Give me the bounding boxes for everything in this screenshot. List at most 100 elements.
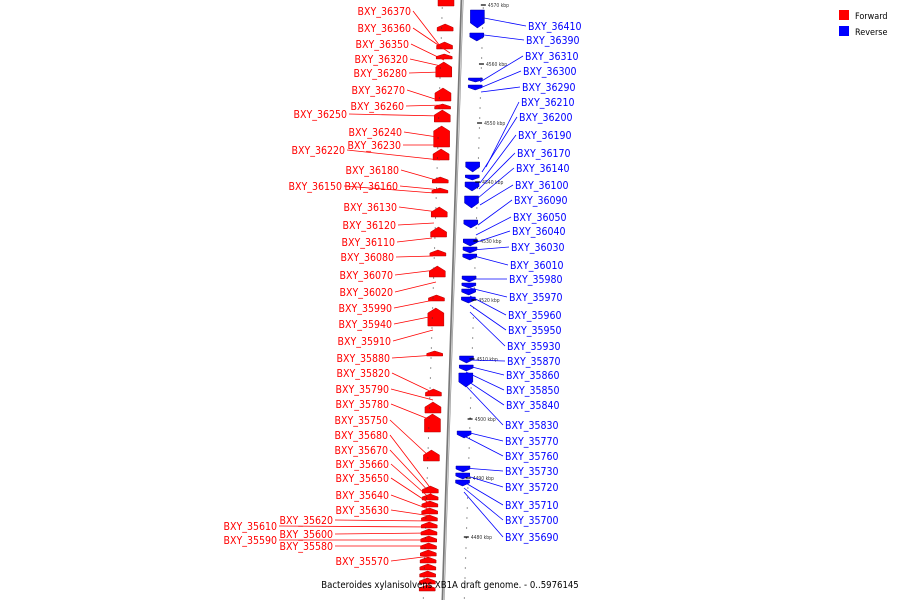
legend-item-forward[interactable]: Forward xyxy=(839,10,888,22)
reverse-gene-label[interactable]: BXY_36140 xyxy=(516,163,569,175)
reverse-gene-label[interactable]: BXY_36050 xyxy=(513,212,566,224)
forward-gene-25[interactable] xyxy=(421,493,439,501)
forward-gene-18[interactable] xyxy=(427,307,445,327)
reverse-gene-label[interactable]: BXY_35830 xyxy=(505,420,558,432)
forward-gene-6[interactable] xyxy=(434,87,452,102)
reverse-gene-label[interactable]: BXY_36310 xyxy=(525,51,578,63)
legend-item-reverse[interactable]: Reverse xyxy=(839,26,888,38)
forward-gene-14[interactable] xyxy=(430,226,447,238)
forward-gene-label[interactable]: BXY_36250 xyxy=(294,109,347,121)
reverse-gene-label[interactable]: BXY_35950 xyxy=(508,325,561,337)
forward-gene-label[interactable]: BXY_36230 xyxy=(348,140,401,152)
forward-gene-11[interactable] xyxy=(431,176,449,184)
forward-gene-label[interactable]: BXY_36150 xyxy=(289,181,342,193)
forward-gene-16[interactable] xyxy=(429,265,446,278)
reverse-gene-label[interactable]: BXY_36200 xyxy=(519,112,572,124)
reverse-gene-label[interactable]: BXY_36300 xyxy=(523,66,576,78)
reverse-gene-14[interactable] xyxy=(461,282,477,289)
forward-gene-2[interactable] xyxy=(436,23,454,32)
forward-gene-label[interactable]: BXY_36260 xyxy=(351,101,404,113)
forward-gene-label[interactable]: BXY_36370 xyxy=(358,6,411,18)
forward-gene-9[interactable] xyxy=(433,125,450,148)
forward-gene-17[interactable] xyxy=(428,294,445,302)
forward-gene-label[interactable]: BXY_36080 xyxy=(341,252,394,264)
reverse-gene-13[interactable] xyxy=(461,275,477,283)
reverse-gene-3[interactable] xyxy=(468,77,483,83)
forward-gene-36[interactable] xyxy=(419,570,436,578)
forward-gene-label[interactable]: BXY_36240 xyxy=(349,127,402,139)
reverse-gene-label[interactable]: BXY_36100 xyxy=(515,180,568,192)
reverse-gene-label[interactable]: BXY_35840 xyxy=(506,400,559,412)
forward-gene-label[interactable]: BXY_36120 xyxy=(343,220,396,232)
reverse-gene-label[interactable]: BXY_35720 xyxy=(505,482,558,494)
reverse-gene-label[interactable]: BXY_35690 xyxy=(505,532,558,544)
forward-gene-35[interactable] xyxy=(419,563,437,571)
reverse-gene-23[interactable] xyxy=(455,479,470,487)
reverse-gene-19[interactable] xyxy=(458,372,474,388)
forward-gene-label[interactable]: BXY_36160 xyxy=(345,181,398,193)
forward-gene-1[interactable] xyxy=(437,0,455,7)
reverse-gene-label[interactable]: BXY_35860 xyxy=(506,370,559,382)
forward-gene-10[interactable] xyxy=(432,148,450,161)
forward-gene-27[interactable] xyxy=(421,507,438,515)
forward-gene-label[interactable]: BXY_35780 xyxy=(336,399,389,411)
reverse-gene-label[interactable]: BXY_36040 xyxy=(512,226,565,238)
forward-gene-label[interactable]: BXY_36360 xyxy=(358,23,411,35)
forward-gene-19[interactable] xyxy=(426,350,443,357)
reverse-gene-18[interactable] xyxy=(458,364,474,372)
forward-gene-label[interactable]: BXY_36130 xyxy=(344,202,397,214)
forward-gene-24[interactable] xyxy=(422,485,439,494)
forward-gene-label[interactable]: BXY_35580 xyxy=(280,541,333,553)
forward-gene-label[interactable]: BXY_36280 xyxy=(354,68,407,80)
forward-gene-label[interactable]: BXY_35590 xyxy=(224,535,277,547)
forward-gene-label[interactable]: BXY_35670 xyxy=(335,445,388,457)
reverse-gene-label[interactable]: BXY_36210 xyxy=(521,97,574,109)
forward-gene-label[interactable]: BXY_36350 xyxy=(356,39,409,51)
reverse-gene-label[interactable]: BXY_35710 xyxy=(505,500,558,512)
reverse-gene-label[interactable]: BXY_36410 xyxy=(528,21,581,33)
forward-gene-34[interactable] xyxy=(419,556,437,564)
reverse-gene-1[interactable] xyxy=(470,9,485,29)
forward-gene-21[interactable] xyxy=(424,401,442,414)
reverse-gene-label[interactable]: BXY_35700 xyxy=(505,515,558,527)
forward-gene-13[interactable] xyxy=(430,206,448,218)
forward-gene-30[interactable] xyxy=(420,528,438,536)
forward-gene-label[interactable]: BXY_35940 xyxy=(339,319,392,331)
forward-gene-label[interactable]: BXY_35750 xyxy=(335,415,388,427)
reverse-gene-label[interactable]: BXY_36170 xyxy=(517,148,570,160)
forward-gene-label[interactable]: BXY_35650 xyxy=(336,473,389,485)
reverse-gene-17[interactable] xyxy=(459,355,474,364)
reverse-gene-5[interactable] xyxy=(465,161,480,173)
reverse-gene-6[interactable] xyxy=(465,174,480,181)
reverse-gene-label[interactable]: BXY_35930 xyxy=(507,341,560,353)
forward-gene-label[interactable]: BXY_35600 xyxy=(280,529,333,541)
reverse-gene-label[interactable]: BXY_35770 xyxy=(505,436,558,448)
forward-gene-label[interactable]: BXY_35660 xyxy=(336,459,389,471)
forward-gene-3[interactable] xyxy=(436,41,453,50)
reverse-gene-label[interactable]: BXY_36010 xyxy=(510,260,563,272)
forward-gene-label[interactable]: BXY_36180 xyxy=(346,165,399,177)
forward-gene-label[interactable]: BXY_36110 xyxy=(342,237,395,249)
forward-gene-28[interactable] xyxy=(421,514,438,522)
reverse-gene-12[interactable] xyxy=(462,253,478,261)
reverse-gene-9[interactable] xyxy=(463,219,479,229)
reverse-gene-label[interactable]: BXY_36090 xyxy=(514,195,567,207)
forward-gene-label[interactable]: BXY_36270 xyxy=(352,85,405,97)
forward-gene-38[interactable] xyxy=(418,584,436,592)
forward-gene-23[interactable] xyxy=(423,449,440,462)
forward-gene-label[interactable]: BXY_36020 xyxy=(340,287,393,299)
forward-gene-label[interactable]: BXY_35630 xyxy=(336,505,389,517)
reverse-gene-label[interactable]: BXY_35970 xyxy=(509,292,562,304)
reverse-gene-label[interactable]: BXY_36290 xyxy=(522,82,575,94)
forward-gene-4[interactable] xyxy=(435,53,453,60)
forward-gene-label[interactable]: BXY_35620 xyxy=(280,515,333,527)
forward-gene-15[interactable] xyxy=(429,249,447,257)
reverse-gene-7[interactable] xyxy=(464,181,480,192)
forward-gene-37[interactable] xyxy=(419,577,436,585)
reverse-gene-11[interactable] xyxy=(462,246,478,254)
reverse-gene-label[interactable]: BXY_35760 xyxy=(505,451,558,463)
forward-gene-12[interactable] xyxy=(431,187,449,194)
reverse-gene-label[interactable]: BXY_35870 xyxy=(507,356,560,368)
reverse-gene-20[interactable] xyxy=(456,430,472,439)
forward-gene-label[interactable]: BXY_35680 xyxy=(335,430,388,442)
